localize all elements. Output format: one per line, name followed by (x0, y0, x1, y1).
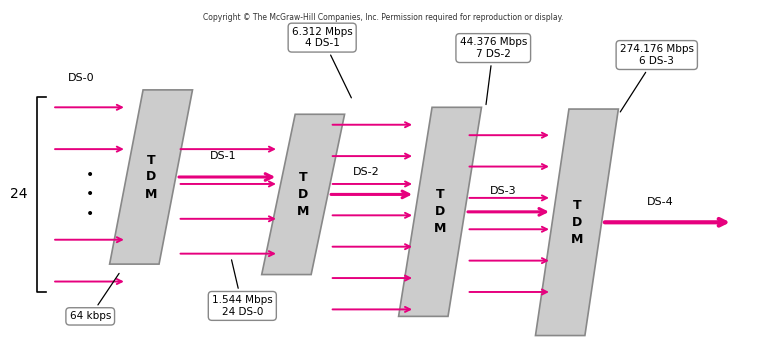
Text: Copyright © The McGraw-Hill Companies, Inc. Permission required for reproduction: Copyright © The McGraw-Hill Companies, I… (203, 13, 563, 22)
Text: T
D
M: T D M (145, 154, 157, 200)
Polygon shape (398, 107, 482, 316)
Text: 24: 24 (11, 187, 28, 201)
Text: 1.544 Mbps
24 DS-0: 1.544 Mbps 24 DS-0 (212, 260, 273, 317)
Text: T
D
M: T D M (571, 199, 583, 246)
Text: T
D
M: T D M (434, 188, 447, 235)
Text: 44.376 Mbps
7 DS-2: 44.376 Mbps 7 DS-2 (460, 37, 527, 104)
Text: 6.312 Mbps
4 DS-1: 6.312 Mbps 4 DS-1 (292, 27, 352, 98)
Polygon shape (262, 114, 345, 275)
Text: DS-2: DS-2 (353, 167, 380, 177)
Text: T
D
M: T D M (297, 171, 309, 218)
Text: 274.176 Mbps
6 DS-3: 274.176 Mbps 6 DS-3 (620, 44, 694, 112)
Text: •
•
•: • • • (86, 168, 94, 221)
Polygon shape (535, 109, 618, 336)
Text: DS-1: DS-1 (210, 151, 237, 161)
Text: DS-0: DS-0 (67, 73, 94, 83)
Text: DS-4: DS-4 (647, 196, 674, 207)
Polygon shape (110, 90, 192, 264)
Text: DS-3: DS-3 (489, 186, 516, 196)
Text: 64 kbps: 64 kbps (70, 273, 119, 321)
